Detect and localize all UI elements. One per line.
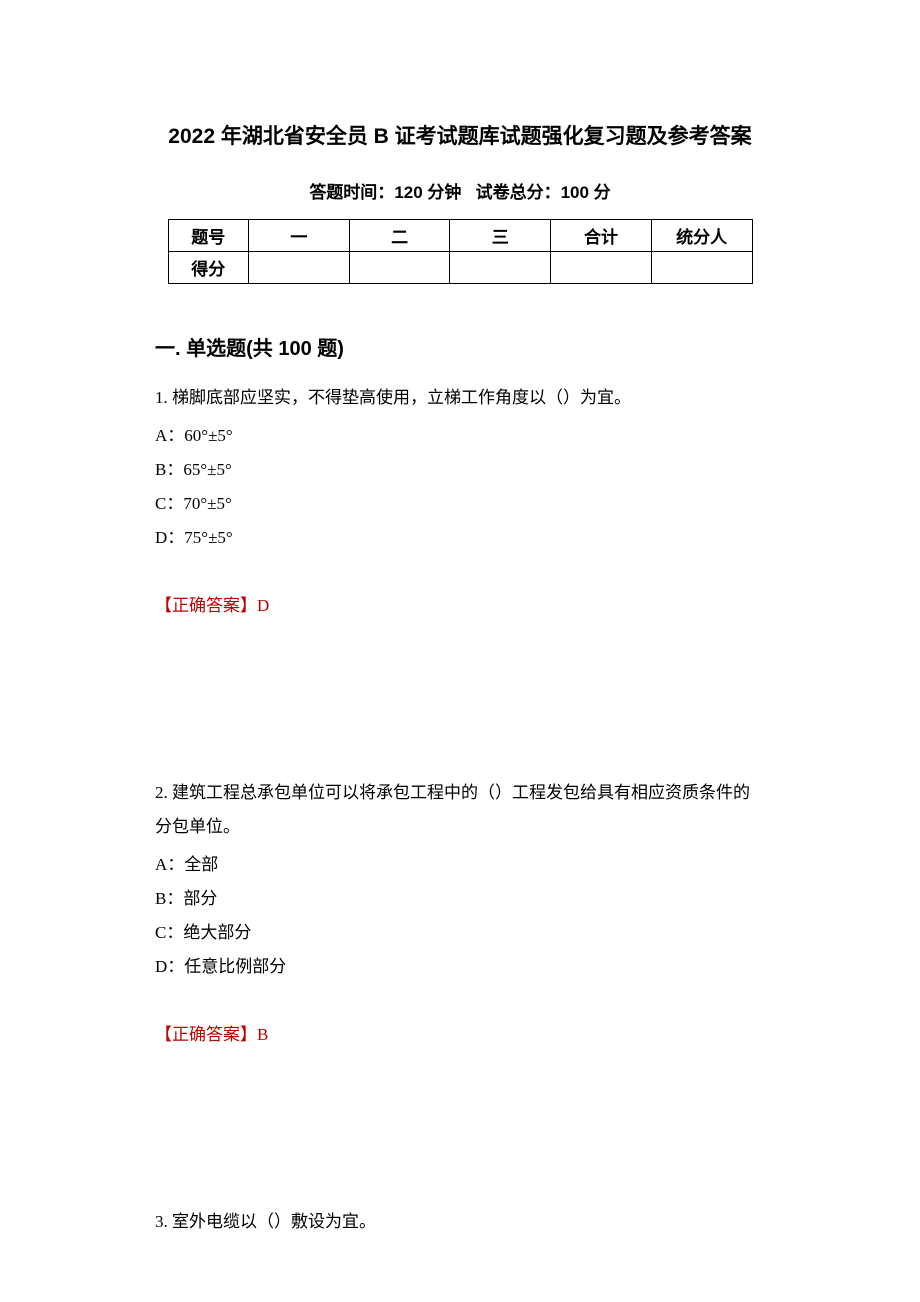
question-3: 3. 室外电缆以（）敷设为宜。 [155,1205,765,1239]
document-title: 2022 年湖北省安全员 B 证考试题库试题强化复习题及参考答案 [155,120,765,150]
table-row: 得分 [168,252,752,284]
time-label: 答题时间： [309,183,394,202]
answer-line: 【正确答案】B [155,1020,765,1045]
table-header-cell: 三 [450,220,551,252]
table-cell [450,252,551,284]
answer-value: D [257,596,269,615]
table-row: 题号 一 二 三 合计 统分人 [168,220,752,252]
section-header: 一. 单选题(共 100 题) [155,332,765,361]
question-text: 1. 梯脚底部应坚实，不得垫高使用，立梯工作角度以（）为宜。 [155,381,765,415]
option-b: B：65°±5° [155,453,765,487]
score-value: 100 分 [561,183,611,202]
table-header-cell: 合计 [551,220,652,252]
table-cell [249,252,350,284]
answer-label: 【正确答案】 [155,596,257,615]
table-cell [651,252,752,284]
option-d: D：75°±5° [155,521,765,555]
option-d: D：任意比例部分 [155,950,765,984]
table-header-cell: 题号 [168,220,249,252]
score-table: 题号 一 二 三 合计 统分人 得分 [168,219,753,284]
question-text: 2. 建筑工程总承包单位可以将承包工程中的（）工程发包给具有相应资质条件的分包单… [155,776,765,844]
answer-value: B [257,1025,268,1044]
option-a: A：全部 [155,848,765,882]
score-label: 试卷总分： [476,183,561,202]
table-header-cell: 一 [249,220,350,252]
exam-subtitle: 答题时间：120 分钟 试卷总分：100 分 [155,178,765,203]
option-a: A：60°±5° [155,419,765,453]
answer-line: 【正确答案】D [155,591,765,616]
question-text: 3. 室外电缆以（）敷设为宜。 [155,1205,765,1239]
spacer [155,656,765,776]
question-1: 1. 梯脚底部应坚实，不得垫高使用，立梯工作角度以（）为宜。 A：60°±5° … [155,381,765,616]
table-cell [349,252,450,284]
spacer [155,1085,765,1205]
option-c: C：绝大部分 [155,916,765,950]
option-b: B：部分 [155,882,765,916]
table-header-cell: 二 [349,220,450,252]
question-2: 2. 建筑工程总承包单位可以将承包工程中的（）工程发包给具有相应资质条件的分包单… [155,776,765,1045]
table-cell [551,252,652,284]
table-header-cell: 统分人 [651,220,752,252]
time-value: 120 分钟 [394,183,461,202]
answer-label: 【正确答案】 [155,1025,257,1044]
option-c: C：70°±5° [155,487,765,521]
table-cell: 得分 [168,252,249,284]
